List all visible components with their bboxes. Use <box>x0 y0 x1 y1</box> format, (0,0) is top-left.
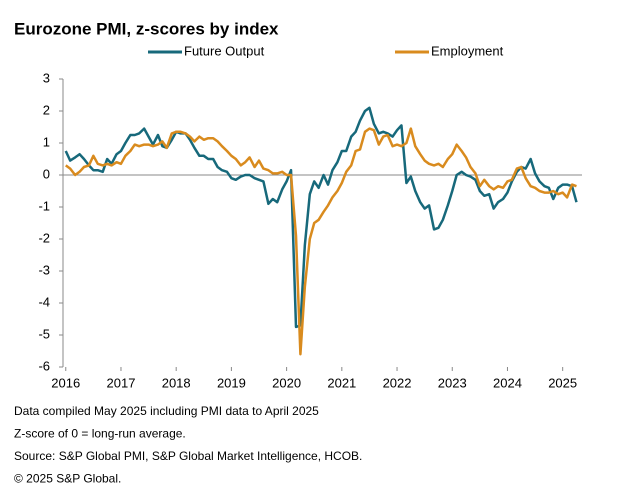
x-tick-label: 2023 <box>438 375 467 390</box>
x-tick-label: 2025 <box>548 375 577 390</box>
y-tick-label: -1 <box>38 198 50 213</box>
note: © 2025 S&P Global. <box>14 472 121 486</box>
note: Z-score of 0 = long-run average. <box>14 427 186 441</box>
y-tick-label: 2 <box>43 102 50 117</box>
legend-label: Employment <box>431 43 504 58</box>
y-tick-label: 1 <box>43 134 50 149</box>
y-tick-label: -5 <box>38 326 50 341</box>
x-tick-label: 2016 <box>51 375 80 390</box>
note: Data compiled May 2025 including PMI dat… <box>14 404 319 418</box>
y-tick-label: -4 <box>38 294 50 309</box>
chart-title: Eurozone PMI, z-scores by index <box>14 19 279 38</box>
legend-label: Future Output <box>184 43 265 58</box>
y-tick-label: -3 <box>38 262 50 277</box>
y-tick-label: -2 <box>38 230 50 245</box>
y-tick-label: 0 <box>43 166 50 181</box>
x-tick-label: 2024 <box>493 375 522 390</box>
x-tick-label: 2019 <box>217 375 246 390</box>
line-series <box>64 106 578 329</box>
x-tick-label: 2018 <box>162 375 191 390</box>
line-series <box>65 127 577 356</box>
x-tick-label: 2021 <box>327 375 356 390</box>
y-tick-label: -6 <box>38 358 50 373</box>
note: Source: S&P Global PMI, S&P Global Marke… <box>14 449 362 463</box>
x-tick-label: 2020 <box>272 375 301 390</box>
x-tick-label: 2022 <box>383 375 412 390</box>
y-tick-label: 3 <box>43 70 50 85</box>
x-tick-label: 2017 <box>107 375 136 390</box>
